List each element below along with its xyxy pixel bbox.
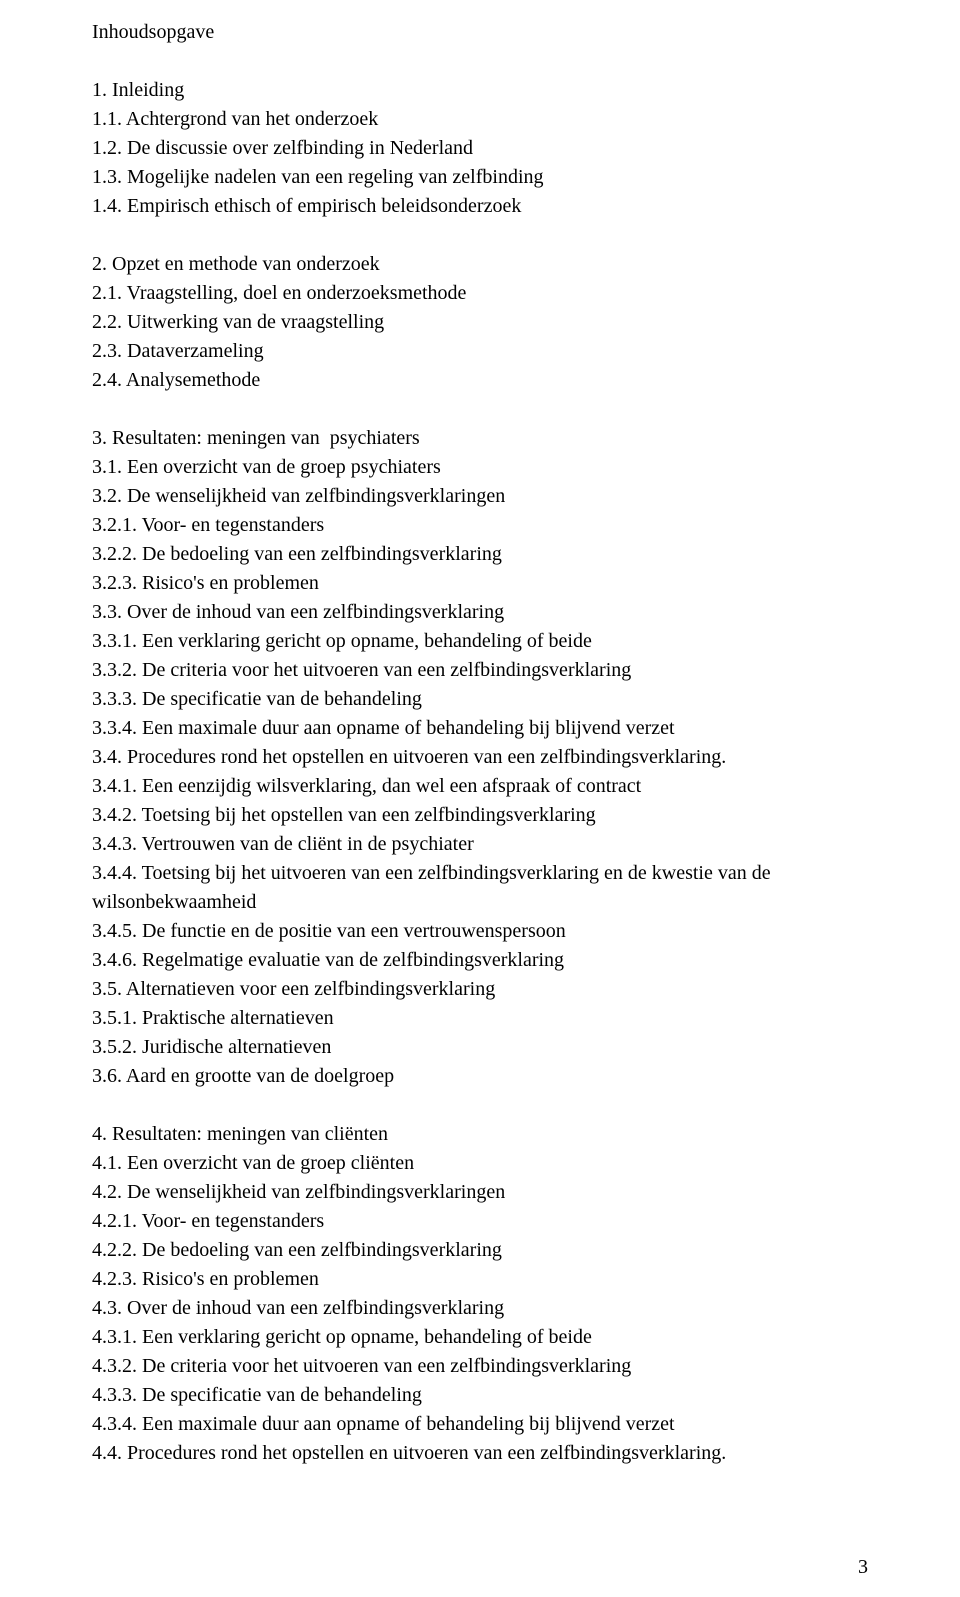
document-page: Inhoudsopgave 1. Inleiding 1.1. Achtergr… — [0, 0, 960, 1597]
toc-item: 3.2.2. De bedoeling van een zelfbindings… — [92, 540, 868, 569]
toc-item: 2.3. Dataverzameling — [92, 337, 868, 366]
toc-item: 4.1. Een overzicht van de groep cliënten — [92, 1149, 868, 1178]
toc-item: 1.4. Empirisch ethisch of empirisch bele… — [92, 192, 868, 221]
toc-item: 4.2.3. Risico's en problemen — [92, 1265, 868, 1294]
toc-item: 3.3.3. De specificatie van de behandelin… — [92, 685, 868, 714]
toc-title: Inhoudsopgave — [92, 18, 868, 47]
page-number: 3 — [858, 1556, 868, 1579]
toc-item: 3.5. Alternatieven voor een zelfbindings… — [92, 975, 868, 1004]
toc-item: 4.4. Procedures rond het opstellen en ui… — [92, 1439, 868, 1468]
toc-item: 3.6. Aard en grootte van de doelgroep — [92, 1062, 868, 1091]
toc-item: 1.3. Mogelijke nadelen van een regeling … — [92, 163, 868, 192]
toc-item: 1.2. De discussie over zelfbinding in Ne… — [92, 134, 868, 163]
toc-item: 3.4.4. Toetsing bij het uitvoeren van ee… — [92, 859, 868, 917]
toc-item: 3.5.1. Praktische alternatieven — [92, 1004, 868, 1033]
toc-item: 2.2. Uitwerking van de vraagstelling — [92, 308, 868, 337]
toc-item: 3.4.2. Toetsing bij het opstellen van ee… — [92, 801, 868, 830]
toc-item: 3.3.4. Een maximale duur aan opname of b… — [92, 714, 868, 743]
toc-item: 3.4.5. De functie en de positie van een … — [92, 917, 868, 946]
toc-item: 2.4. Analysemethode — [92, 366, 868, 395]
blank-line — [92, 395, 868, 424]
toc-item: 3.2.3. Risico's en problemen — [92, 569, 868, 598]
toc-item: 3.1. Een overzicht van de groep psychiat… — [92, 453, 868, 482]
toc-item: 4.2.2. De bedoeling van een zelfbindings… — [92, 1236, 868, 1265]
toc-item: 4.3.2. De criteria voor het uitvoeren va… — [92, 1352, 868, 1381]
toc-item: 4.3.1. Een verklaring gericht op opname,… — [92, 1323, 868, 1352]
toc-item: 4.2. De wenselijkheid van zelfbindingsve… — [92, 1178, 868, 1207]
toc-item: 3.2. De wenselijkheid van zelfbindingsve… — [92, 482, 868, 511]
toc-item: 3.2.1. Voor- en tegenstanders — [92, 511, 868, 540]
toc-heading: 3. Resultaten: meningen van psychiaters — [92, 424, 868, 453]
toc-item: 3.4.1. Een eenzijdig wilsverklaring, dan… — [92, 772, 868, 801]
toc-item: 3.3.1. Een verklaring gericht op opname,… — [92, 627, 868, 656]
toc-item: 4.3.4. Een maximale duur aan opname of b… — [92, 1410, 868, 1439]
blank-line — [92, 47, 868, 76]
blank-line — [92, 221, 868, 250]
toc-item: 4.3. Over de inhoud van een zelfbindings… — [92, 1294, 868, 1323]
toc-heading: 4. Resultaten: meningen van cliënten — [92, 1120, 868, 1149]
toc-item: 4.2.1. Voor- en tegenstanders — [92, 1207, 868, 1236]
toc-heading: 2. Opzet en methode van onderzoek — [92, 250, 868, 279]
toc-item: 3.4.3. Vertrouwen van de cliënt in de ps… — [92, 830, 868, 859]
toc-item: 3.3. Over de inhoud van een zelfbindings… — [92, 598, 868, 627]
toc-item: 3.4. Procedures rond het opstellen en ui… — [92, 743, 868, 772]
toc-item: 3.3.2. De criteria voor het uitvoeren va… — [92, 656, 868, 685]
toc-item: 3.4.6. Regelmatige evaluatie van de zelf… — [92, 946, 868, 975]
blank-line — [92, 1091, 868, 1120]
toc-item: 3.5.2. Juridische alternatieven — [92, 1033, 868, 1062]
toc-item: 2.1. Vraagstelling, doel en onderzoeksme… — [92, 279, 868, 308]
toc-heading: 1. Inleiding — [92, 76, 868, 105]
toc-item: 4.3.3. De specificatie van de behandelin… — [92, 1381, 868, 1410]
toc-item: 1.1. Achtergrond van het onderzoek — [92, 105, 868, 134]
